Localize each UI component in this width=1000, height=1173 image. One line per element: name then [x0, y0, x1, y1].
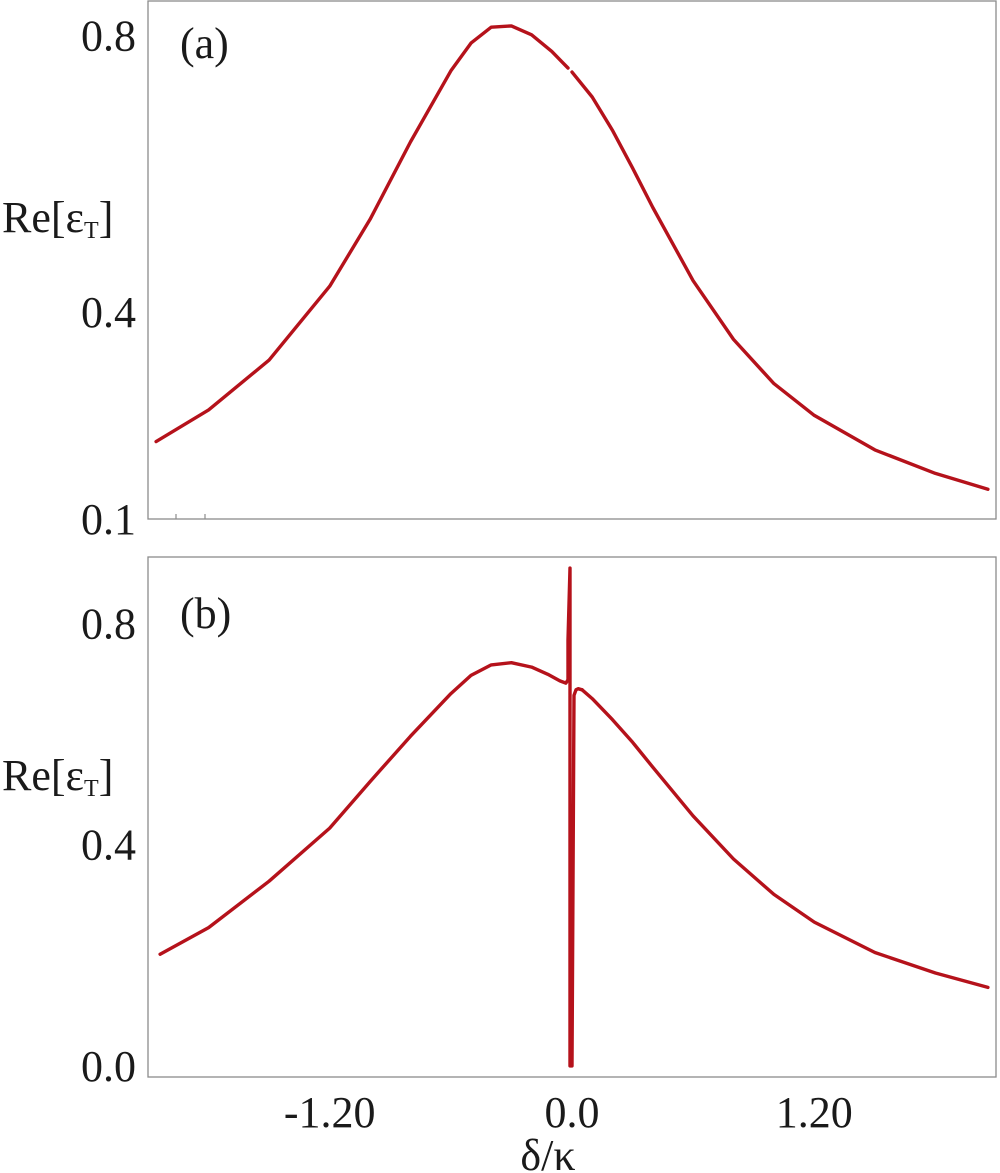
panel-b-ylabel-sub: T [84, 776, 99, 802]
panel-b-xticks: -1.20 0.0 1.20 [284, 1088, 853, 1137]
panel-b: 0.8 0.4 0.0 -1.20 0.0 1.20 (b) Re[εT] δ/κ [2, 556, 997, 1173]
panel-a-yticks: 0.8 0.4 0.1 [81, 12, 136, 544]
y-tick-label: 0.8 [81, 12, 136, 61]
panel-a-ylabel: Re[εT] [2, 193, 113, 244]
panel-b-frame [147, 556, 997, 1078]
panel-a-curve [154, 24, 990, 491]
series-line-segment [580, 688, 990, 990]
x-tick-label: 1.20 [776, 1088, 853, 1137]
x-tick-label: -1.20 [284, 1088, 376, 1137]
y-tick-label: 0.4 [81, 288, 136, 337]
x-axis-label: δ/κ [520, 1131, 575, 1173]
y-tick-label: 0.4 [81, 821, 136, 870]
series-line-segment [158, 566, 584, 1068]
panel-a-ylabel-close: ] [99, 193, 114, 242]
panel-b-yticks: 0.8 0.4 0.0 [81, 599, 136, 1091]
panel-a-ylabel-sub: T [84, 218, 99, 244]
panel-a: 0.8 0.4 0.1 (a) Re[εT] [2, 0, 997, 544]
panel-b-ylabel-main: Re[ε [2, 751, 84, 800]
x-tick-label: 0.0 [545, 1088, 600, 1137]
panel-a-label: (a) [180, 19, 229, 68]
panel-b-label: (b) [180, 589, 231, 638]
y-tick-label: 0.8 [81, 599, 136, 648]
panel-b-ylabel-close: ] [99, 751, 114, 800]
y-tick-label: 0.0 [81, 1042, 136, 1091]
y-tick-label: 0.1 [81, 495, 136, 544]
panel-a-frame [147, 0, 997, 520]
panel-a-ylabel-main: Re[ε [2, 193, 84, 242]
series-line-segment [570, 70, 990, 491]
panel-b-curve [158, 566, 990, 1068]
series-line-segment [154, 24, 570, 444]
panel-b-ylabel: Re[εT] [2, 751, 113, 802]
